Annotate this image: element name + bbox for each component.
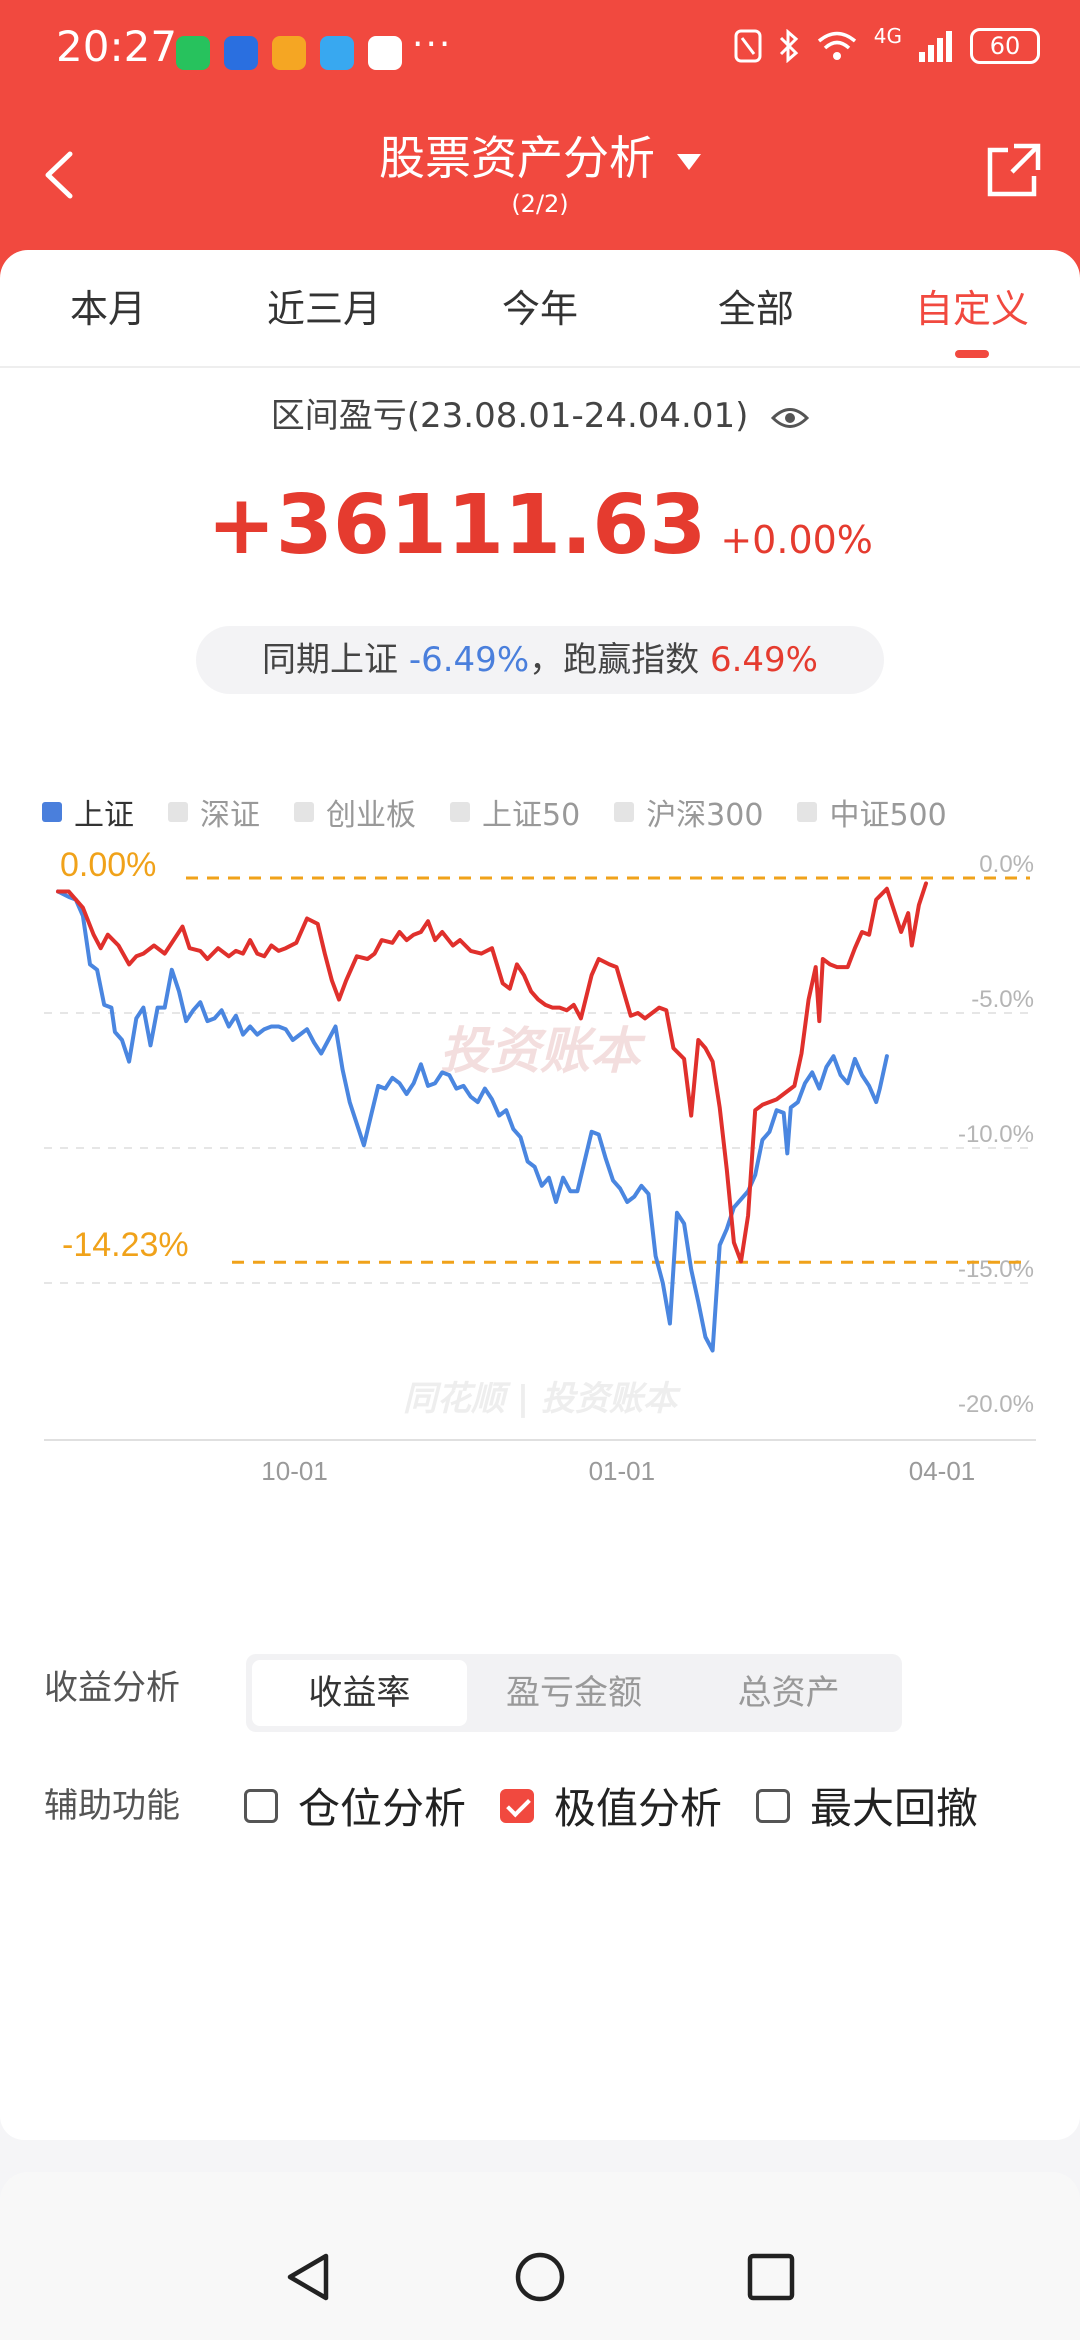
max-marker-label: 0.00% <box>60 850 156 884</box>
triangle-back-icon[interactable] <box>282 2250 336 2304</box>
legend-swatch <box>42 802 62 822</box>
more-notifications-icon: ··· <box>412 24 453 65</box>
news-icon <box>368 36 402 70</box>
wechat-icon <box>176 36 210 70</box>
x-tick-label: 10-01 <box>261 1456 328 1486</box>
notification-icons <box>176 36 402 70</box>
pnl-percent: +0.00% <box>720 518 873 562</box>
tab-all[interactable]: 全部 <box>717 287 794 331</box>
pnl-amount: +36111.63 <box>207 478 707 573</box>
min-marker-label: -14.23% <box>62 1226 189 1264</box>
legend-csi300[interactable]: 沪深300 <box>614 790 763 834</box>
page-title-dropdown[interactable]: 股票资产分析 <box>0 122 1080 188</box>
period-tabs: 本月 近三月 今年 全部 自定义 <box>0 250 1080 368</box>
legend-sse50[interactable]: 上证50 <box>450 790 580 834</box>
legend-swatch <box>450 802 470 822</box>
index-return: -6.49% <box>408 640 530 680</box>
tab-three-months[interactable]: 近三月 <box>266 287 381 331</box>
status-time: 20:27 <box>56 22 178 71</box>
x-tick-label: 01-01 <box>589 1456 656 1486</box>
analysis-card: 本月 近三月 今年 全部 自定义 区间盈亏(23.08.01-24.04.01)… <box>0 250 1080 2140</box>
shanghai-index-line <box>56 889 889 1353</box>
segment-pnl-amount[interactable]: 盈亏金额 <box>506 1673 642 1713</box>
compare-prefix: 同期上证 <box>262 640 399 680</box>
watermark-bottom: 同花顺 | 投资账本 <box>403 1379 681 1419</box>
aux-label: 辅助功能 <box>44 1786 180 1826</box>
tab-custom[interactable]: 自定义 <box>914 287 1029 331</box>
y-tick-label: 0.0% <box>979 851 1034 878</box>
back-button[interactable] <box>30 140 90 210</box>
index-comparison: 同期上证 -6.49%，跑赢指数 6.49% <box>196 626 884 694</box>
nfc-icon <box>734 29 762 63</box>
legend-label: 沪深300 <box>646 798 764 833</box>
segment-return-rate[interactable]: 收益率 <box>252 1660 467 1726</box>
chevron-down-icon <box>677 153 701 170</box>
page-indicator: (2/2) <box>511 190 569 218</box>
pnl-value: +36111.63 +0.00% <box>0 478 1080 573</box>
return-chart[interactable]: 0.0% -5.0% -10.0% -15.0% -20.0% 10-01 01-01 04-… <box>0 846 1080 1490</box>
status-bar: 20:27 ··· 4G 60 <box>0 0 1080 100</box>
legend-swatch <box>294 802 314 822</box>
range-label-text: 区间盈亏(23.08.01-24.04.01) <box>270 396 749 436</box>
qq-icon <box>224 36 258 70</box>
y-tick-label: -20.0% <box>958 1391 1034 1418</box>
y-tick-label: -15.0% <box>958 1256 1034 1283</box>
range-pnl-label: 区间盈亏(23.08.01-24.04.01) <box>0 388 1080 437</box>
share-button[interactable] <box>984 140 1044 200</box>
legend-label: 创业板 <box>326 798 416 833</box>
checkbox-box <box>756 1788 791 1823</box>
taobao-icon <box>272 36 306 70</box>
eye-icon[interactable] <box>771 405 810 431</box>
battery-indicator: 60 <box>970 28 1040 64</box>
browser-icon <box>320 36 354 70</box>
analysis-label: 收益分析 <box>44 1668 180 1708</box>
legend-swatch <box>614 802 635 822</box>
status-right: 4G 60 <box>734 24 1040 64</box>
checkbox-box-checked <box>500 1788 535 1823</box>
legend-label: 上证50 <box>482 798 581 833</box>
segment-total-assets[interactable]: 总资产 <box>737 1673 840 1713</box>
analysis-segmented-control: 收益率 盈亏金额 总资产 <box>246 1654 902 1732</box>
legend-csi500[interactable]: 中证500 <box>797 790 947 834</box>
legend-label: 中证500 <box>829 798 947 833</box>
y-tick-label: -10.0% <box>958 1121 1034 1148</box>
position-analysis-checkbox[interactable]: 仓位分析 <box>244 1775 466 1836</box>
tab-this-year[interactable]: 今年 <box>501 287 578 331</box>
network-type: 4G <box>873 24 902 48</box>
aux-options: 仓位分析 极值分析 最大回撤 <box>244 1775 978 1836</box>
legend-swatch <box>168 802 188 822</box>
x-tick-label: 04-01 <box>909 1456 976 1486</box>
square-recents-icon[interactable] <box>744 2250 798 2304</box>
bluetooth-icon <box>779 29 798 63</box>
y-tick-label: -5.0% <box>971 986 1034 1013</box>
checkbox-label: 仓位分析 <box>298 1784 467 1833</box>
legend-chinext[interactable]: 创业板 <box>294 790 416 834</box>
beat-index-return: 6.49% <box>709 640 818 680</box>
checkbox-label: 极值分析 <box>554 1784 723 1833</box>
max-drawdown-checkbox[interactable]: 最大回撤 <box>756 1775 978 1836</box>
page-title: 股票资产分析 <box>379 131 655 185</box>
legend-label: 上证 <box>74 798 134 833</box>
compare-mid: ，跑赢指数 <box>529 640 700 680</box>
tab-this-month[interactable]: 本月 <box>69 287 146 331</box>
wifi-icon <box>817 31 856 60</box>
legend-label: 深证 <box>200 798 260 833</box>
nav-bar: 股票资产分析 (2/2) <box>0 100 1080 250</box>
active-tab-indicator <box>955 350 989 358</box>
watermark-center: 投资账本 <box>440 1022 646 1080</box>
legend-shanghai[interactable]: 上证 <box>42 790 134 834</box>
portfolio-return-line <box>56 881 928 1264</box>
signal-icon <box>919 31 952 62</box>
legend-shenzhen[interactable]: 深证 <box>168 790 260 834</box>
return-chart-svg: 0.0% -5.0% -10.0% -15.0% -20.0% 10-01 01-01 04-… <box>44 846 1036 1486</box>
circle-home-icon[interactable] <box>513 2250 567 2304</box>
checkbox-box <box>244 1788 278 1823</box>
legend-swatch <box>797 802 818 822</box>
index-legend: 上证 深证 创业板 上证50 沪深300 中证500 <box>42 790 947 834</box>
checkbox-label: 最大回撤 <box>810 1784 979 1833</box>
extreme-analysis-checkbox[interactable]: 极值分析 <box>500 1775 722 1836</box>
